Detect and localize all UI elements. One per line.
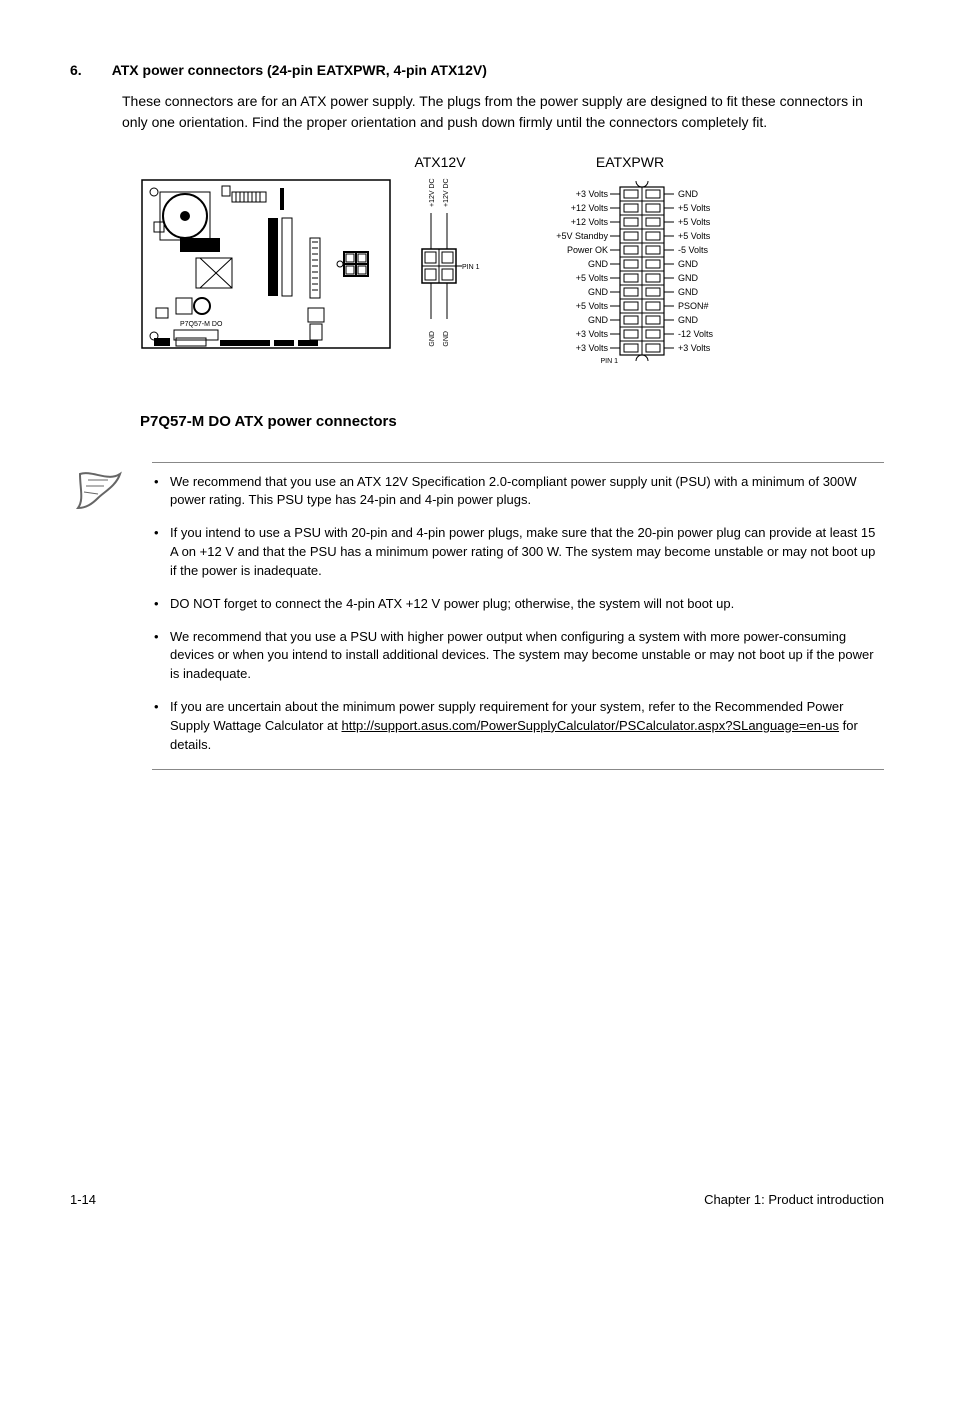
atx12v-pin-label: +12V DC — [429, 178, 436, 207]
note-item: If you are uncertain about the minimum p… — [152, 698, 884, 755]
eatx-left-pin-label: +12 Volts — [571, 217, 609, 227]
eatx-left-pin-label: GND — [588, 315, 609, 325]
footer-page-number: 1-14 — [70, 1190, 96, 1210]
section-number: 6. — [70, 60, 82, 81]
eatx-right-pin-label: +5 Volts — [678, 231, 711, 241]
eatx-right-pin-label: +3 Volts — [678, 343, 711, 353]
notes-list: We recommend that you use an ATX 12V Spe… — [152, 462, 884, 770]
pin1-label-bottom: PIN 1 — [600, 358, 618, 365]
eatx-right-pin-label: -12 Volts — [678, 329, 714, 339]
atx12v-pin-label: +12V DC — [443, 178, 450, 207]
eatx-right-pin-label: GND — [678, 259, 699, 269]
eatx-left-pin-label: +5 Volts — [576, 273, 609, 283]
eatx-right-pin-label: PSON# — [678, 301, 709, 311]
eatx-left-pin-label: GND — [588, 287, 609, 297]
eatx-left-pin-label: +5 Volts — [576, 301, 609, 311]
note-item: We recommend that you use an ATX 12V Spe… — [152, 473, 884, 511]
board-model-label: P7Q57-M DO — [180, 321, 223, 328]
eatx-left-pin-label: +3 Volts — [576, 343, 609, 353]
eatx-left-pin-label: GND — [588, 259, 609, 269]
atx12v-pin-label: GND — [429, 331, 436, 347]
note-item: We recommend that you use a PSU with hig… — [152, 628, 884, 685]
eatx-right-pin-label: GND — [678, 189, 699, 199]
eatx-right-pin-label: +5 Volts — [678, 203, 711, 213]
note-item: DO NOT forget to connect the 4-pin ATX +… — [152, 595, 884, 614]
atx12v-pin-label: GND — [443, 331, 450, 347]
power-connector-diagram: P7Q57-M DO ATX12 — [140, 153, 884, 389]
note-icon — [74, 468, 126, 512]
eatx-right-pin-label: -5 Volts — [678, 245, 709, 255]
eatx-left-pin-label: +5V Standby — [556, 231, 608, 241]
eatx-left-pin-label: Power OK — [567, 245, 608, 255]
eatx-right-pin-label: GND — [678, 315, 699, 325]
eatx-left-pin-label: +3 Volts — [576, 329, 609, 339]
atx12v-header-label: ATX12V — [414, 154, 466, 170]
eatx-left-pin-label: +3 Volts — [576, 189, 609, 199]
note-link[interactable]: http://support.asus.com/PowerSupplyCalcu… — [342, 718, 840, 733]
eatx-right-pin-label: +5 Volts — [678, 217, 711, 227]
eatxpwr-connector: PIN 1 +3 Volts GND +12 Volts +5 Volts +12 Vo… — [556, 181, 713, 365]
note-item: If you intend to use a PSU with 20-pin a… — [152, 524, 884, 581]
eatx-left-pin-label: +12 Volts — [571, 203, 609, 213]
eatx-right-pin-label: GND — [678, 273, 699, 283]
section-body: These connectors are for an ATX power su… — [122, 91, 884, 133]
pin1-label: PIN 1 — [462, 264, 480, 271]
eatx-right-pin-label: GND — [678, 287, 699, 297]
section-title: ATX power connectors (24-pin EATXPWR, 4-… — [112, 60, 487, 81]
footer-chapter: Chapter 1: Product introduction — [704, 1190, 884, 1210]
diagram-caption: P7Q57-M DO ATX power connectors — [140, 411, 884, 434]
eatxpwr-header-label: EATXPWR — [596, 154, 664, 170]
